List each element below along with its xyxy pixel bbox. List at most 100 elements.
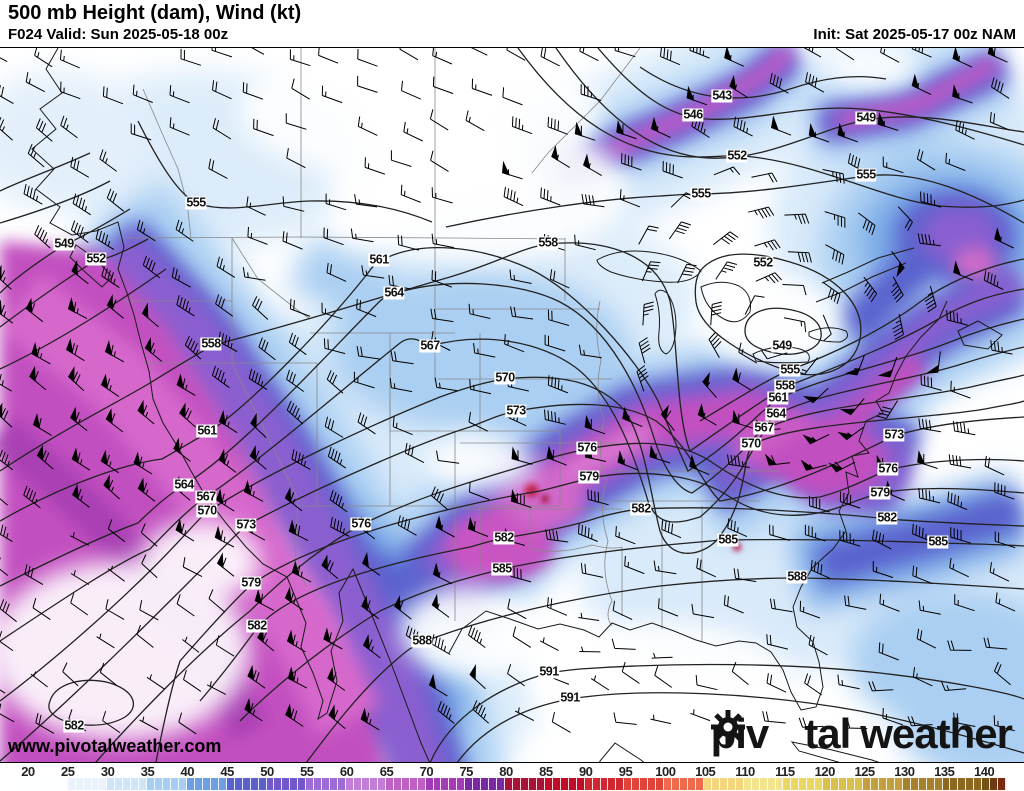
colorbar-cell	[107, 778, 116, 790]
forecast-valid-time: F024 Valid: Sun 2025-05-18 00z	[8, 26, 229, 43]
colorbar-cell	[409, 778, 418, 790]
colorbar-cell	[711, 778, 720, 790]
colorbar-cell	[369, 778, 378, 790]
colorbar-tick: 35	[140, 764, 155, 779]
contour-label: 588	[411, 633, 433, 648]
colorbar-cell	[719, 778, 728, 790]
colorbar-cell	[513, 778, 521, 790]
colorbar-cell	[926, 778, 935, 790]
colorbar-tick: 75	[459, 764, 473, 779]
colorbar-cell	[783, 778, 792, 790]
colorbar-tick: 20	[21, 764, 35, 779]
colorbar-cell	[616, 778, 625, 790]
colorbar-cell	[473, 778, 482, 790]
colorbar-cell	[330, 778, 339, 790]
colorbar-tick: 140	[973, 764, 995, 779]
colorbar-cell	[775, 778, 784, 790]
contour-label: 579	[578, 469, 600, 484]
colorbar-cell	[433, 778, 442, 790]
colorbar-cell	[974, 778, 983, 790]
colorbar-tick: 85	[539, 764, 553, 779]
colorbar-cell	[600, 778, 609, 790]
colorbar-cell	[139, 778, 148, 790]
contour-label: 564	[383, 285, 405, 300]
contour-label: 558	[537, 235, 559, 250]
colorbar-cell	[91, 778, 100, 790]
colorbar-cell	[202, 778, 211, 790]
contour-label: 564	[765, 406, 787, 421]
colorbar-cell	[767, 778, 776, 790]
colorbar-gradient	[12, 778, 1008, 790]
colorbar-cell	[998, 778, 1007, 790]
contour-label: 579	[869, 485, 891, 500]
colorbar-cell	[179, 778, 187, 790]
colorbar-cell	[910, 778, 919, 790]
colorbar-cell	[393, 778, 402, 790]
colorbar-cell	[441, 778, 450, 790]
colorbar-cell	[210, 778, 219, 790]
contour-label: 567	[419, 338, 441, 353]
colorbar-cell	[576, 778, 585, 790]
colorbar-cell	[290, 778, 299, 790]
colorbar-cell	[807, 778, 816, 790]
colorbar-cell	[298, 778, 307, 790]
colorbar-cell	[855, 778, 863, 790]
wind-barbs	[0, 48, 1016, 735]
colorbar-cell	[385, 778, 394, 790]
colorbar-cell	[377, 778, 386, 790]
colorbar-cell	[274, 778, 283, 790]
colorbar-cell	[799, 778, 808, 790]
watermark-url: www.pivotalweather.com	[8, 736, 222, 756]
colorbar-cell	[186, 778, 195, 790]
colorbar-cell	[791, 778, 800, 790]
contour-label: 585	[717, 532, 739, 547]
colorbar-cell	[759, 778, 768, 790]
contour-label: 549	[53, 236, 75, 251]
colorbar-cell	[632, 778, 641, 790]
contour-label: 546	[682, 107, 704, 122]
colorbar-cell	[568, 778, 577, 790]
colorbar-cell	[35, 778, 44, 790]
colorbar-cell	[481, 778, 490, 790]
colorbar-cell	[990, 778, 999, 790]
colorbar-cell	[194, 778, 203, 790]
contour-label: 567	[753, 420, 775, 435]
weather-map-canvas	[0, 48, 1024, 762]
colorbar-cell	[751, 778, 760, 790]
colorbar-cell	[982, 778, 991, 790]
colorbar-cell	[918, 778, 927, 790]
colorbar-cell	[735, 778, 744, 790]
colorbar-cell	[815, 778, 824, 790]
colorbar-tick: 115	[775, 764, 795, 779]
contour-label: 579	[240, 575, 262, 590]
colorbar-tick: 120	[814, 764, 836, 779]
contour-label: 549	[771, 338, 793, 353]
colorbar-cell	[67, 778, 76, 790]
colorbar-tick: 95	[618, 764, 633, 779]
colorbar-cell	[266, 778, 275, 790]
contour-label: 570	[494, 370, 516, 385]
colorbar-cell	[131, 778, 140, 790]
contour-label: 543	[711, 88, 733, 103]
pivotalweather-logo: piv tal weather	[710, 710, 1013, 758]
contour-label: 555	[185, 195, 207, 210]
contour-label: 573	[505, 403, 527, 418]
colorbar-cell	[497, 778, 506, 790]
contour-label: 582	[63, 718, 85, 733]
colorbar-cell	[608, 778, 617, 790]
colorbar-tick: 50	[260, 764, 274, 779]
colorbar-cell	[688, 778, 696, 790]
contour-label: 582	[246, 618, 268, 633]
colorbar-cell	[878, 778, 887, 790]
colorbar-cell	[528, 778, 537, 790]
colorbar-cell	[958, 778, 967, 790]
colorbar-cell	[465, 778, 474, 790]
colorbar-cell	[346, 778, 354, 790]
colorbar-tick: 100	[655, 764, 676, 779]
contour-label: 561	[368, 252, 390, 267]
colorbar-cell	[489, 778, 498, 790]
colorbar-tick: 60	[339, 764, 354, 779]
contour-label: 585	[927, 534, 949, 549]
colorbar-cell	[942, 778, 951, 790]
